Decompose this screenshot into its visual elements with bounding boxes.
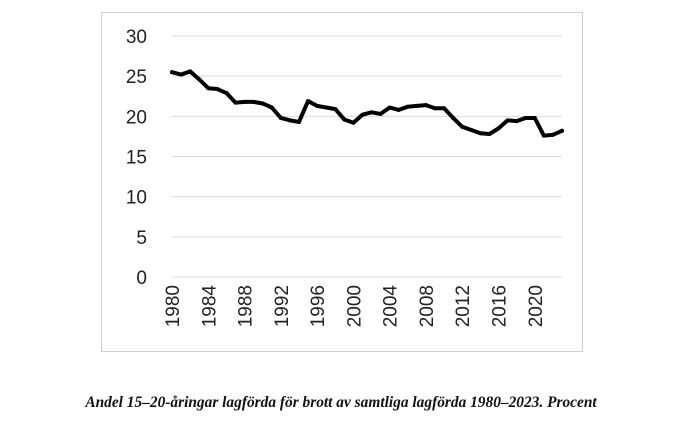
y-tick-label: 15 bbox=[126, 148, 147, 169]
data-point bbox=[460, 124, 465, 129]
data-point bbox=[224, 91, 229, 96]
data-point bbox=[278, 115, 283, 120]
data-point bbox=[414, 103, 419, 108]
data-point bbox=[478, 131, 483, 136]
data-point bbox=[433, 106, 438, 111]
data-point bbox=[188, 69, 193, 74]
data-point bbox=[378, 111, 383, 116]
data-point bbox=[550, 132, 555, 137]
data-point bbox=[451, 115, 456, 120]
x-axis-ticks: 1980 1984 1988 1992 1996 2000 2004 2008 2012 2016… bbox=[163, 285, 547, 328]
data-point bbox=[387, 105, 392, 110]
x-tick-label: 1988 bbox=[236, 285, 257, 327]
gridlines bbox=[172, 35, 562, 278]
y-tick-label: 0 bbox=[136, 268, 147, 289]
data-point bbox=[505, 118, 510, 123]
series-line bbox=[170, 69, 564, 138]
data-point bbox=[560, 128, 564, 133]
x-tick-label: 1984 bbox=[199, 285, 220, 328]
data-point bbox=[251, 99, 256, 104]
data-point bbox=[396, 107, 401, 112]
data-point bbox=[215, 87, 220, 92]
data-point bbox=[170, 70, 174, 75]
data-point bbox=[179, 72, 184, 77]
data-point bbox=[523, 115, 528, 120]
data-point bbox=[405, 104, 410, 109]
data-point bbox=[342, 117, 347, 122]
data-point bbox=[233, 100, 238, 105]
x-tick-label: 2020 bbox=[526, 285, 547, 327]
data-point bbox=[206, 86, 211, 91]
data-point bbox=[541, 133, 546, 138]
y-tick-label: 20 bbox=[126, 107, 147, 128]
figure-caption: Andel 15–20-åringar lagförda för brott a… bbox=[85, 394, 597, 411]
x-tick-label: 2004 bbox=[381, 285, 402, 328]
data-point bbox=[360, 112, 365, 117]
y-tick-label: 10 bbox=[126, 188, 147, 209]
y-tick-label: 5 bbox=[136, 228, 147, 249]
data-point bbox=[487, 132, 492, 137]
data-point bbox=[296, 119, 301, 124]
data-point bbox=[242, 99, 247, 104]
data-point bbox=[315, 103, 320, 108]
data-point bbox=[260, 101, 265, 106]
x-tick-label: 2016 bbox=[490, 285, 511, 327]
x-tick-label: 1980 bbox=[163, 285, 184, 327]
data-point bbox=[423, 103, 428, 108]
data-point bbox=[442, 106, 447, 111]
data-point bbox=[369, 110, 374, 115]
data-point bbox=[469, 127, 474, 132]
x-tick-label: 1996 bbox=[308, 285, 329, 327]
x-tick-label: 2000 bbox=[344, 285, 365, 327]
data-point bbox=[269, 105, 274, 110]
chart-frame bbox=[101, 12, 583, 352]
x-tick-label: 2008 bbox=[417, 285, 438, 327]
data-point bbox=[306, 99, 311, 104]
data-point bbox=[333, 107, 338, 112]
y-axis-ticks: 0 5 10 15 20 25 30 bbox=[126, 27, 147, 289]
x-tick-label: 2012 bbox=[453, 285, 474, 327]
x-tick-label: 1992 bbox=[272, 285, 293, 327]
y-tick-label: 30 bbox=[126, 27, 147, 48]
data-point bbox=[351, 120, 356, 125]
data-point bbox=[287, 118, 292, 123]
data-point bbox=[496, 126, 501, 131]
data-point bbox=[197, 77, 202, 82]
data-point bbox=[532, 115, 537, 120]
data-point bbox=[514, 119, 519, 124]
data-point bbox=[324, 105, 329, 110]
series-layer bbox=[170, 69, 564, 138]
y-tick-label: 25 bbox=[126, 67, 147, 88]
